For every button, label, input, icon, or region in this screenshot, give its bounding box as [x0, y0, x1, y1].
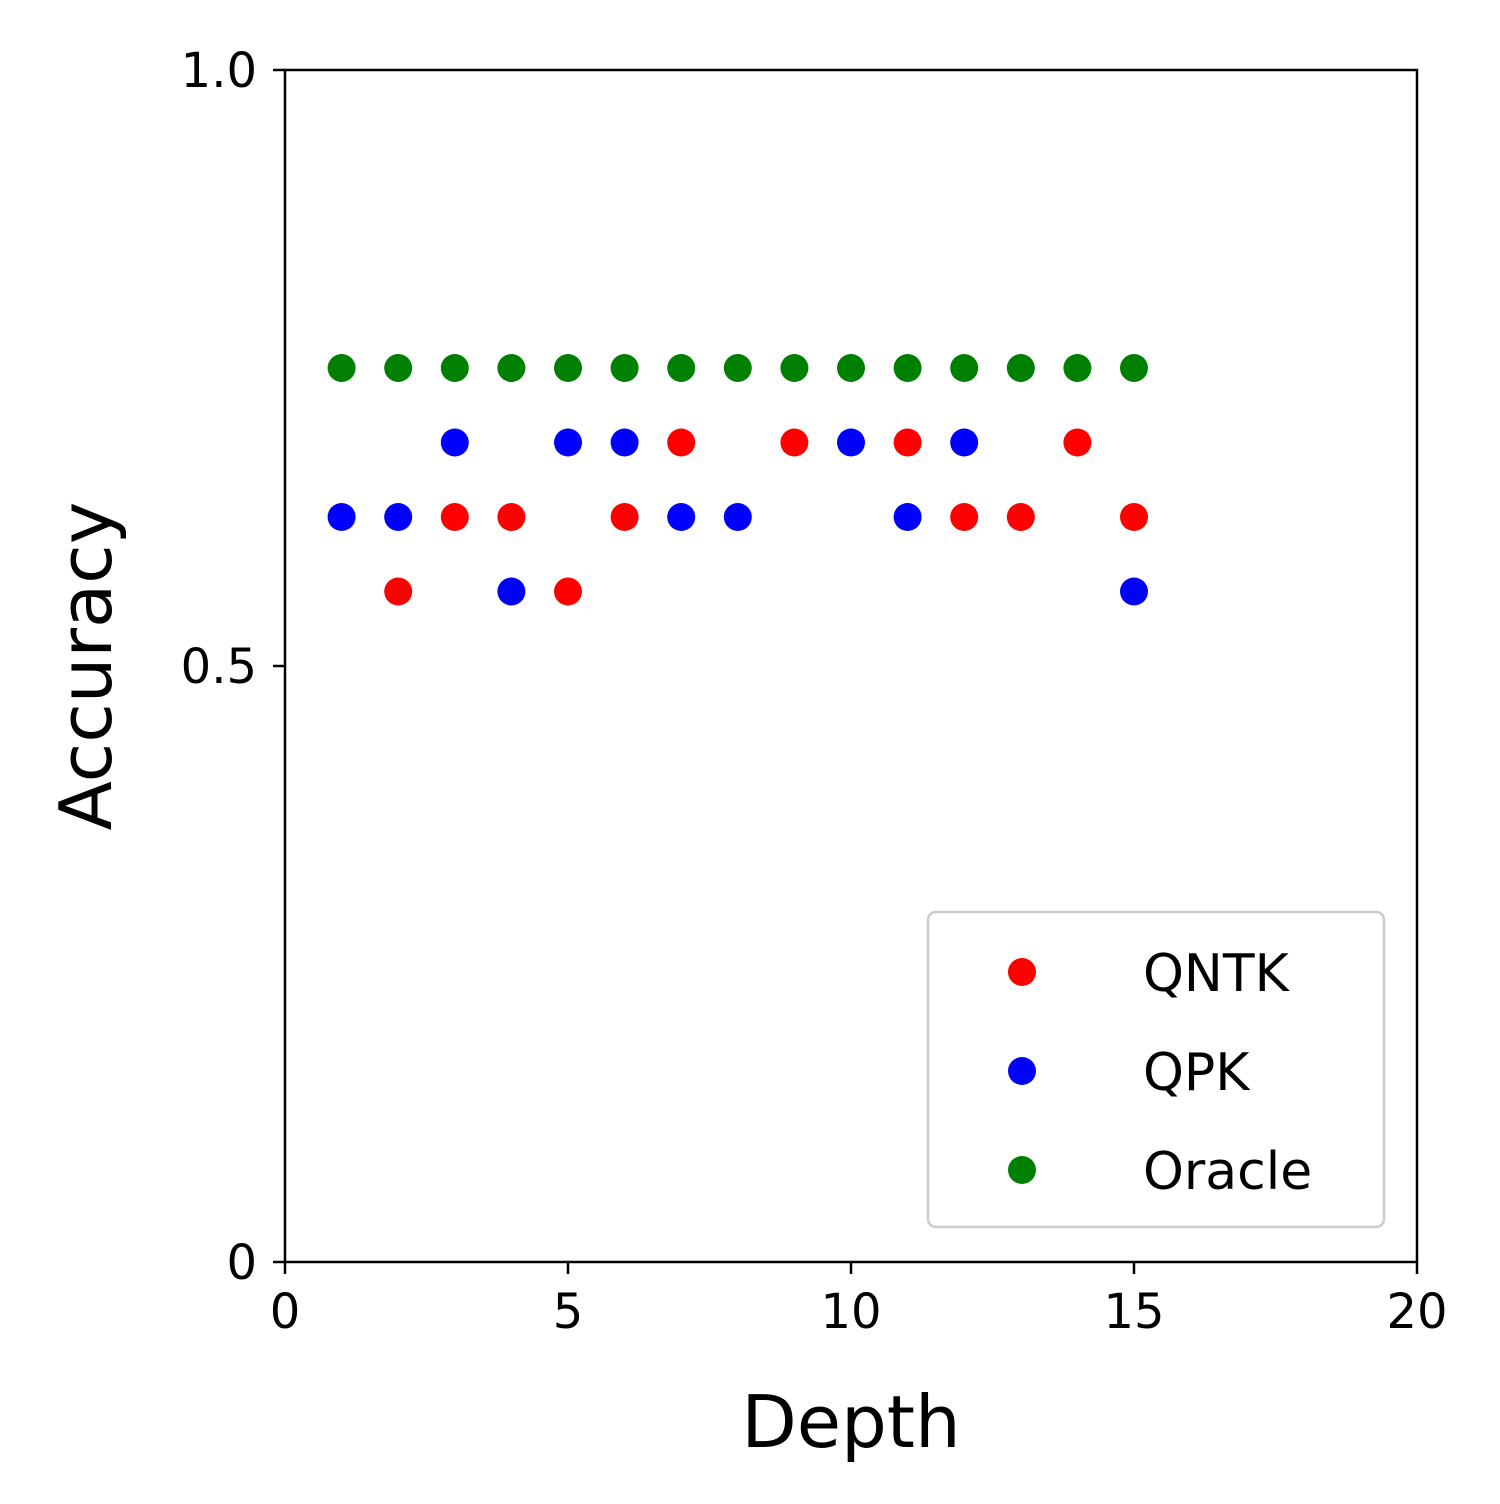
data-point — [384, 354, 413, 382]
series-oracle — [327, 354, 1148, 382]
data-point — [384, 503, 413, 531]
data-point — [440, 428, 469, 457]
series-qntk — [384, 428, 1148, 606]
data-point — [950, 503, 979, 531]
data-point — [893, 503, 922, 531]
data-point — [667, 503, 696, 531]
data-point — [1006, 354, 1035, 382]
axis-ticks: 0 5 10 15 20 0 0.5 1.0 — [181, 43, 1448, 1340]
x-axis-title: Depth — [741, 1380, 960, 1464]
data-point — [1120, 577, 1148, 606]
x-tick-label: 0 — [270, 1284, 301, 1340]
y-axis-title: Accuracy — [44, 502, 128, 831]
data-point — [610, 354, 639, 382]
data-point — [497, 503, 526, 531]
data-point — [440, 354, 469, 382]
x-tick-label: 5 — [553, 1284, 584, 1340]
data-point — [1063, 354, 1092, 382]
data-point — [497, 354, 526, 382]
x-tick-label: 10 — [820, 1284, 881, 1340]
data-point — [610, 503, 639, 531]
data-point — [893, 428, 922, 457]
data-point — [1120, 503, 1148, 531]
data-point — [554, 354, 582, 382]
y-tick-label: 0 — [226, 1235, 257, 1291]
data-point — [554, 577, 582, 606]
data-point — [610, 428, 639, 457]
data-point — [950, 428, 979, 457]
data-point — [554, 428, 582, 457]
data-point — [723, 354, 752, 382]
data-point — [780, 354, 809, 382]
legend: QNTK QPK Oracle — [926, 910, 1386, 1229]
data-point — [723, 503, 752, 531]
y-tick-label: 1.0 — [181, 43, 257, 99]
x-tick-label: 15 — [1103, 1284, 1164, 1340]
data-point — [893, 354, 922, 382]
data-point — [667, 354, 696, 382]
data-point — [497, 577, 526, 606]
y-tick-label: 0.5 — [181, 639, 257, 695]
data-point — [667, 428, 696, 457]
legend-label: QPK — [1143, 1043, 1251, 1103]
legend-label: QNTK — [1143, 944, 1291, 1004]
legend-marker — [1008, 958, 1036, 986]
legend-marker — [1008, 1057, 1036, 1085]
plot-frame — [283, 68, 1419, 1264]
data-point — [1120, 354, 1148, 382]
data-points — [327, 354, 1148, 606]
data-point — [837, 354, 865, 382]
legend-label: Oracle — [1143, 1142, 1312, 1202]
legend-box — [926, 910, 1386, 1229]
legend-marker — [1008, 1156, 1036, 1184]
data-point — [327, 503, 356, 531]
data-point — [327, 354, 356, 382]
data-point — [837, 428, 865, 457]
x-tick-label: 20 — [1386, 1284, 1447, 1340]
data-point — [1006, 503, 1035, 531]
data-point — [440, 503, 469, 531]
data-point — [384, 577, 413, 606]
data-point — [1063, 428, 1092, 457]
series-qpk — [327, 428, 1148, 606]
data-point — [780, 428, 809, 457]
data-point — [950, 354, 979, 382]
